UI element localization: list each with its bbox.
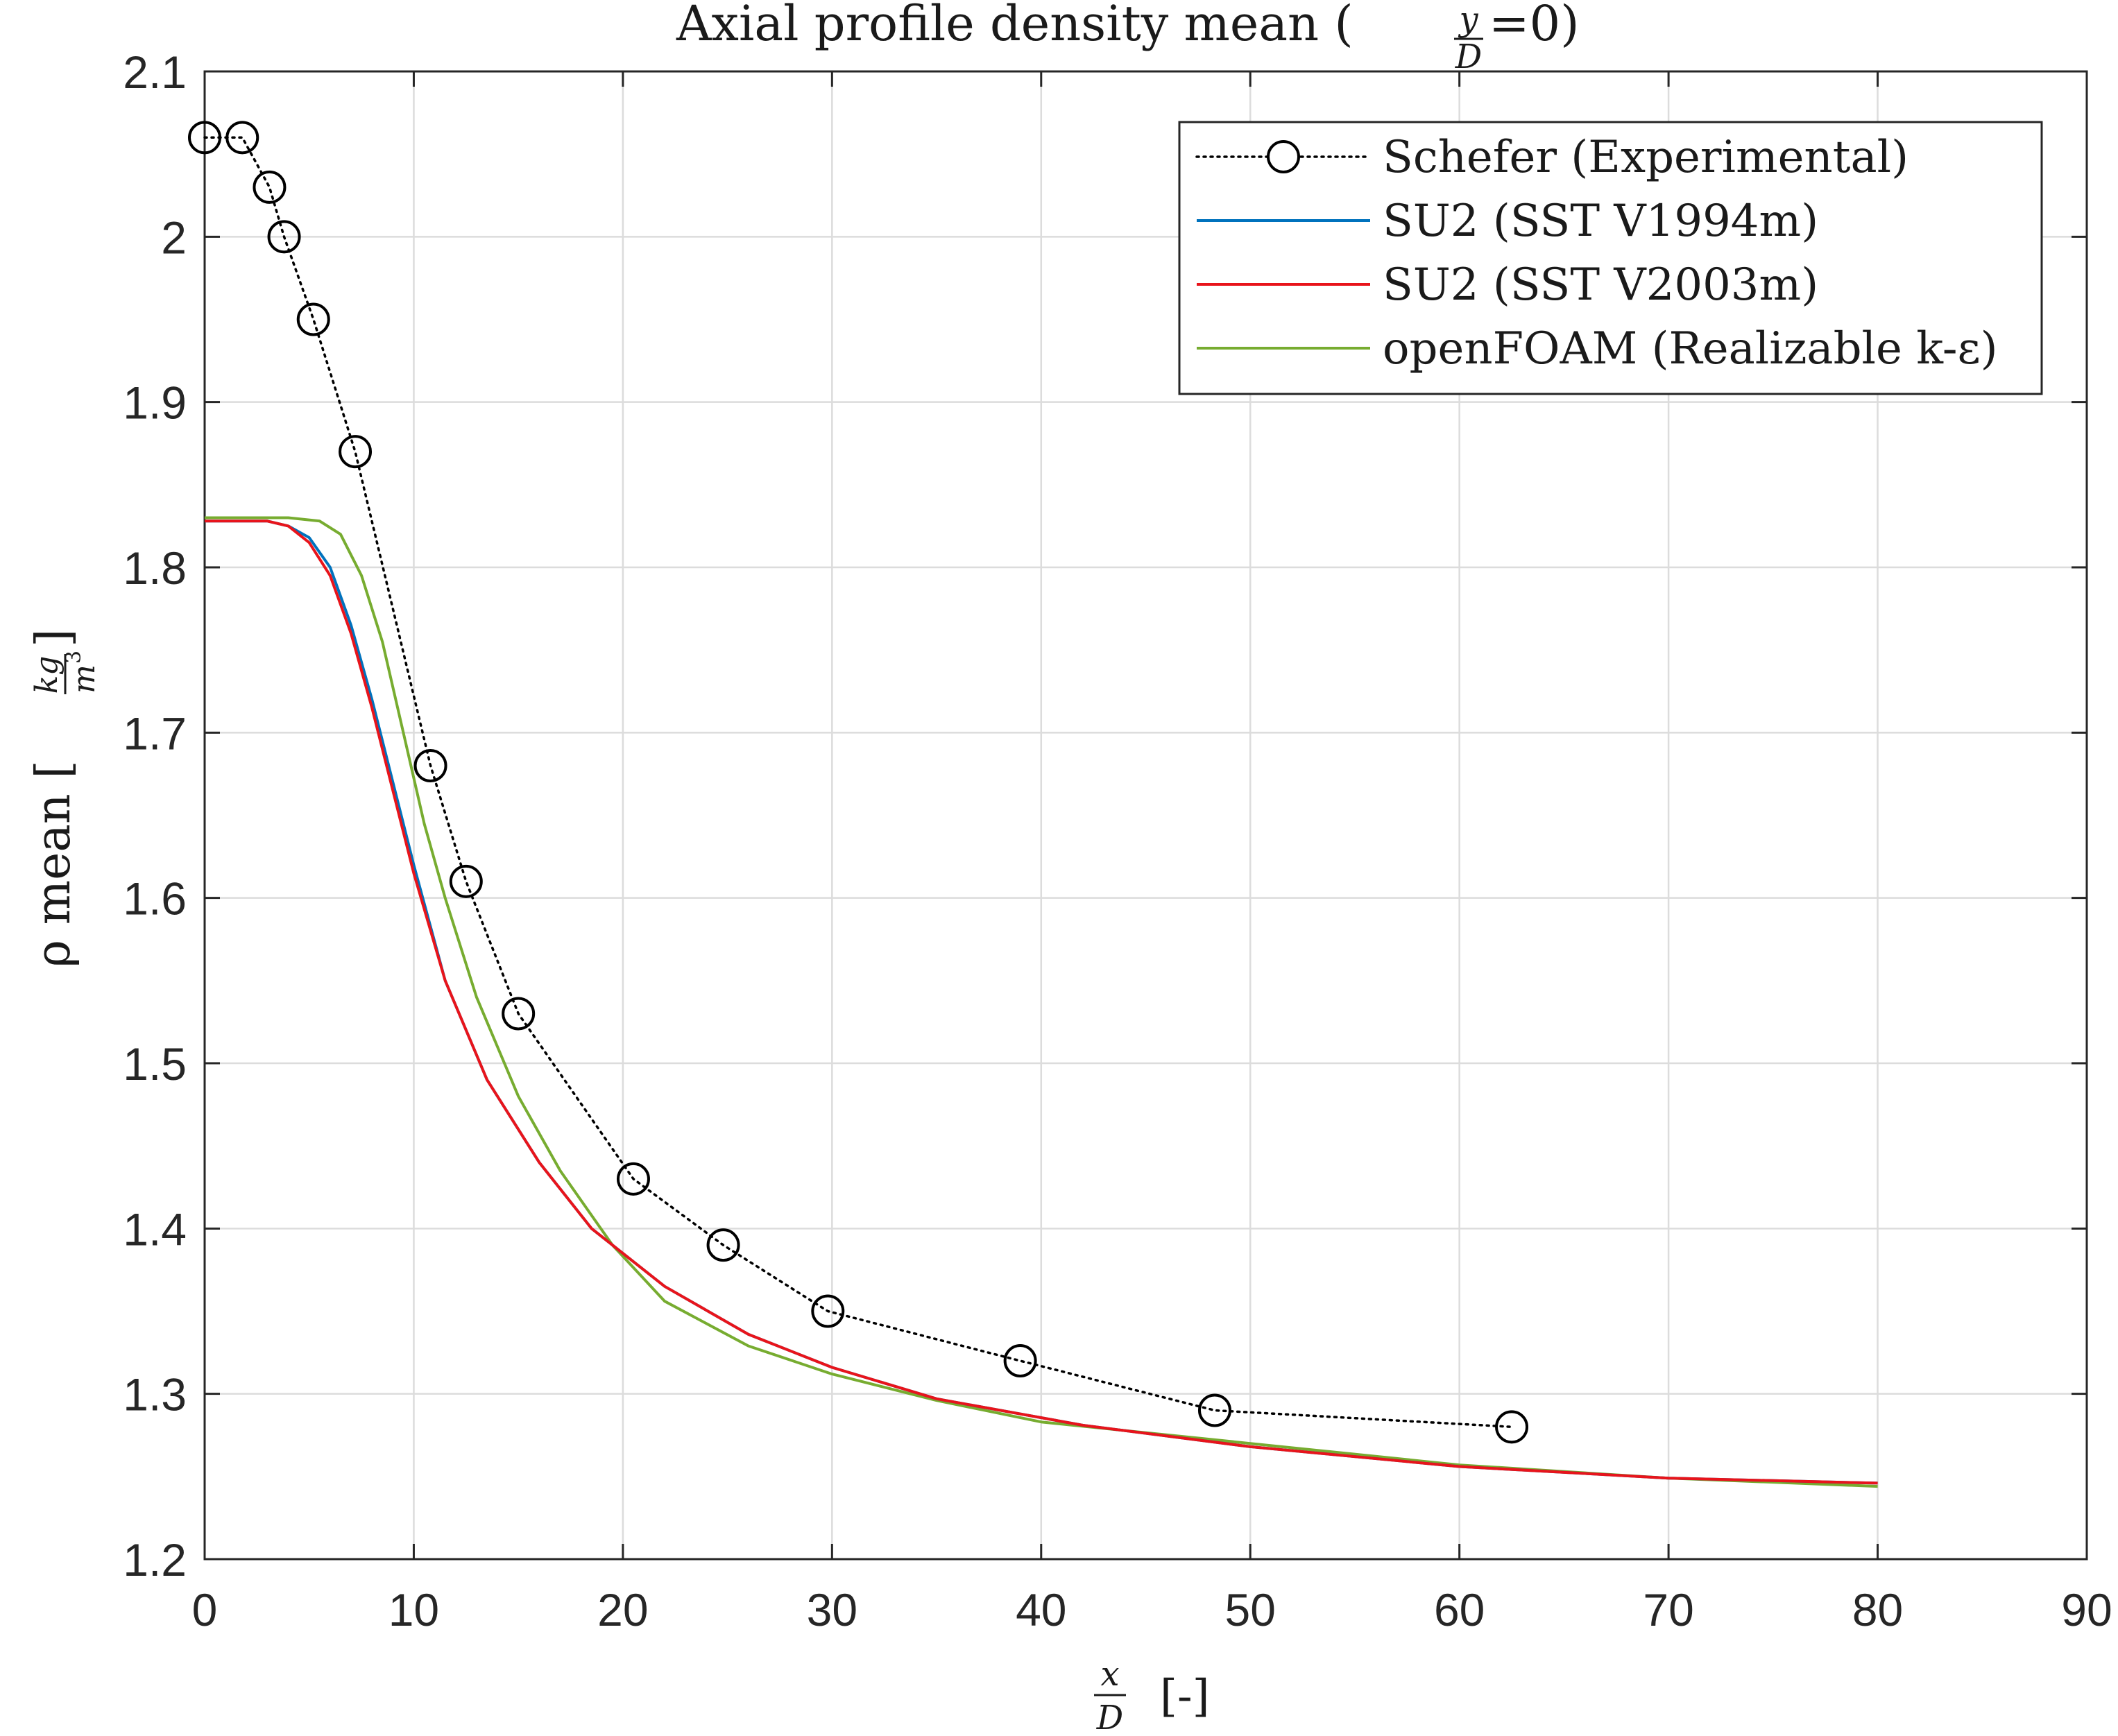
y-tick-label: 1.4 [123,1203,187,1255]
x-tick-label: 0 [192,1584,218,1635]
y-tick-label: 1.7 [123,707,187,759]
series-line-experimental [203,136,1513,1429]
axes-box [203,70,2088,1561]
y-tick-label: 2 [161,212,187,263]
data-point-marker [296,302,330,336]
data-point-marker [449,864,483,898]
x-axis-ticks: 0 10 20 30 40 50 60 70 80 90 [192,71,2112,1635]
x-tick-label: 80 [1852,1584,1903,1635]
x-tick-label: 40 [1016,1584,1066,1635]
y-axis-label-frac-denominator-superscript: 3 [62,651,86,664]
data-point-marker [502,997,536,1031]
x-axis-label: x D [-] [1094,1655,1210,1736]
series-0 [188,121,1529,1444]
data-point-marker [1495,1410,1529,1444]
chart-title-suffix: =0) [1489,0,1580,52]
x-axis-label-unit: [-] [1160,1671,1210,1722]
y-axis-label-frac-denominator: m [67,664,102,694]
legend-entry: SU2 (SST V1994m) [1197,196,1818,247]
y-tick-label: 1.5 [123,1038,187,1090]
data-point-marker [188,121,221,155]
chart-title-frac-denominator: D [1455,37,1482,76]
x-tick-label: 90 [2061,1584,2112,1635]
legend: Schefer (Experimental) SU2 (SST V1994m) SU… [1178,121,2043,395]
chart-title-frac-numerator: y [1458,0,1478,39]
data-point-marker [1003,1344,1037,1377]
data-point-marker [253,170,287,204]
y-tick-label: 1.6 [123,873,187,925]
y-axis-label-frac-numerator: kg [29,656,65,694]
y-tick-label: 1.3 [123,1369,187,1420]
data-point-marker [811,1294,845,1328]
y-tick-label: 1.8 [123,542,187,594]
series-layer [188,121,1878,1488]
chart-title: Axial profile density mean ( y D =0) [676,0,1580,76]
legend-marker-sample [1267,140,1300,173]
data-point-marker [1197,1393,1231,1427]
y-tick-label: 2.1 [123,46,187,98]
axes-frame [203,70,2088,1561]
series-2 [205,519,1878,1485]
x-tick-label: 50 [1225,1584,1276,1635]
series-line [205,519,1878,1485]
data-point-marker [706,1228,740,1262]
y-axis-ticks: 1.2 1.3 1.4 1.5 1.6 1.7 1.8 1.9 2 2.1 [123,46,2087,1585]
y-axis-label: ρ mean [ kg m 3 ] [26,628,102,968]
legend-entry: openFOAM (Realizable k-ε) [1197,323,1998,375]
data-point-marker [413,749,447,782]
legend-entry: SU2 (SST V2003m) [1197,259,1818,311]
legend-label: Schefer (Experimental) [1383,132,1908,183]
legend-label: SU2 (SST V2003m) [1383,259,1818,311]
y-axis-label-text: ρ mean [ [26,760,81,968]
legend-entry: Schefer (Experimental) [1195,132,1908,183]
data-point-marker [267,220,301,254]
y-axis-label-suffix: ] [26,628,81,647]
x-tick-label: 20 [597,1584,648,1635]
data-point-marker [616,1162,650,1196]
x-tick-label: 70 [1643,1584,1693,1635]
x-axis-label-frac-denominator: D [1096,1699,1123,1736]
y-tick-label: 1.2 [123,1534,187,1585]
data-point-marker [339,435,373,469]
x-tick-label: 10 [388,1584,439,1635]
legend-label: SU2 (SST V1994m) [1383,196,1818,247]
x-axis-label-frac-numerator: x [1100,1655,1119,1694]
data-point-marker [225,121,259,155]
chart-title-text: Axial profile density mean ( [676,0,1353,52]
y-tick-label: 1.9 [123,377,187,429]
x-tick-label: 30 [807,1584,857,1635]
legend-label: openFOAM (Realizable k-ε) [1383,323,1998,375]
x-tick-label: 60 [1434,1584,1485,1635]
